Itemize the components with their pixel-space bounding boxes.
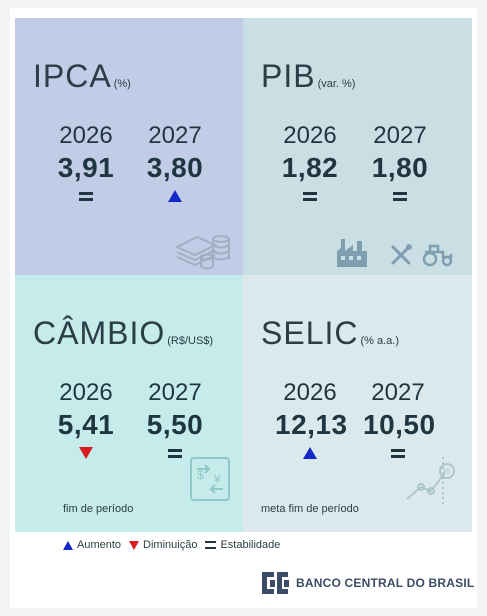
cambio-title-text: CÂMBIO: [33, 315, 166, 351]
ipca-trend-2027: [140, 188, 210, 204]
selic-title-text: SELIC: [261, 315, 359, 351]
legend: Aumento Diminuição Estabilidade: [63, 539, 288, 551]
svg-text:¥: ¥: [213, 472, 221, 486]
ipca-value-2026: 3,91: [57, 152, 115, 183]
bcb-emblem-icon: [262, 572, 289, 594]
pib-trend-2027: [365, 188, 435, 204]
legend-down-label: Diminuição: [143, 539, 198, 551]
selic-trend-2026: [275, 445, 345, 461]
cambio-2026-column: 2026 5,41: [51, 379, 121, 461]
pib-2027-column: 2027 1,80: [365, 122, 435, 204]
cambio-2027-column: 2027 5,50: [140, 379, 210, 461]
pib-panel: PIB (var. %) 2026 1,82 2027 1,80: [243, 18, 472, 275]
svg-text:$: $: [197, 468, 204, 482]
selic-title: SELIC (% a.a.): [261, 315, 399, 352]
pib-year-2026: 2026: [283, 122, 337, 149]
pib-2026-column: 2026 1,82: [275, 122, 345, 204]
legend-stable-label: Estabilidade: [220, 539, 281, 551]
indicator-grid: IPCA (%) 2026 3,91 2027 3,80: [15, 18, 472, 532]
ipca-year-2026: 2026: [59, 122, 113, 149]
pib-title: PIB (var. %): [261, 58, 355, 95]
cambio-title: CÂMBIO (R$/US$): [33, 315, 213, 352]
selic-2026-column: 2026 12,13: [275, 379, 348, 461]
coins-icon: [175, 235, 230, 270]
increase-icon: [63, 540, 73, 550]
pib-unit: (var. %): [317, 78, 356, 90]
cambio-year-2027: 2027: [148, 379, 202, 406]
cambio-note: fim de período: [63, 503, 134, 515]
pib-year-2027: 2027: [373, 122, 427, 149]
selic-2027-column: 2027 10,50: [363, 379, 436, 461]
svg-text:%: %: [443, 467, 450, 476]
selic-unit: (% a.a.): [360, 335, 399, 347]
selic-note: meta fim de período: [261, 503, 359, 515]
bcb-name: BANCO CENTRAL DO BRASIL: [296, 576, 475, 590]
stable-icon: [303, 191, 317, 201]
cambio-value-2026: 5,41: [57, 409, 115, 440]
pib-value-2026: 1,82: [281, 152, 339, 183]
stable-icon: [393, 191, 407, 201]
stable-icon: [79, 191, 93, 201]
ipca-trend-2026: [51, 188, 121, 204]
percent-chart-icon: %: [406, 457, 455, 505]
legend-up: Aumento: [63, 539, 121, 551]
stable-icon: [391, 448, 405, 458]
cambio-year-2026: 2026: [59, 379, 113, 406]
cambio-trend-2026: [51, 445, 121, 461]
ipca-year-2027: 2027: [148, 122, 202, 149]
tools-icon: [391, 244, 412, 265]
cambio-unit: (R$/US$): [167, 335, 214, 347]
decrease-icon: [129, 540, 140, 550]
decrease-icon: [79, 447, 93, 459]
ipca-unit: (%): [113, 78, 131, 90]
increase-icon: [303, 447, 317, 459]
increase-icon: [168, 190, 182, 202]
ipca-value-2027: 3,80: [146, 152, 204, 183]
bcb-logo: BANCO CENTRAL DO BRASIL: [260, 570, 474, 596]
legend-up-label: Aumento: [77, 539, 122, 551]
pib-trend-2026: [275, 188, 345, 204]
pib-title-text: PIB: [261, 58, 316, 94]
stable-icon: [168, 448, 182, 458]
infographic: IPCA (%) 2026 3,91 2027 3,80: [10, 8, 477, 608]
stable-icon: [205, 541, 217, 549]
cambio-value-2027: 5,50: [146, 409, 204, 440]
tractor-icon: [422, 244, 453, 267]
ipca-2026-column: 2026 3,91: [51, 122, 121, 204]
selic-value-2026: 12,13: [275, 409, 348, 440]
selic-trend-2027: [363, 445, 433, 461]
selic-year-2027: 2027: [371, 379, 425, 406]
ipca-panel: IPCA (%) 2026 3,91 2027 3,80: [15, 18, 243, 275]
ipca-title: IPCA (%): [33, 58, 131, 95]
cambio-panel: CÂMBIO (R$/US$) 2026 5,41 2027 5,50 $ ¥: [15, 275, 243, 532]
selic-panel: SELIC (% a.a.) 2026 12,13 2027 10,50: [243, 275, 472, 532]
selic-year-2026: 2026: [283, 379, 337, 406]
selic-value-2027: 10,50: [363, 409, 436, 440]
cambio-trend-2027: [140, 445, 210, 461]
legend-down: Diminuição: [129, 539, 197, 551]
ipca-title-text: IPCA: [33, 58, 112, 94]
ipca-2027-column: 2027 3,80: [140, 122, 210, 204]
factory-icon: [337, 239, 367, 267]
pib-value-2027: 1,80: [371, 152, 429, 183]
legend-stable: Estabilidade: [205, 539, 280, 551]
currency-exchange-icon: $ ¥: [190, 457, 230, 501]
